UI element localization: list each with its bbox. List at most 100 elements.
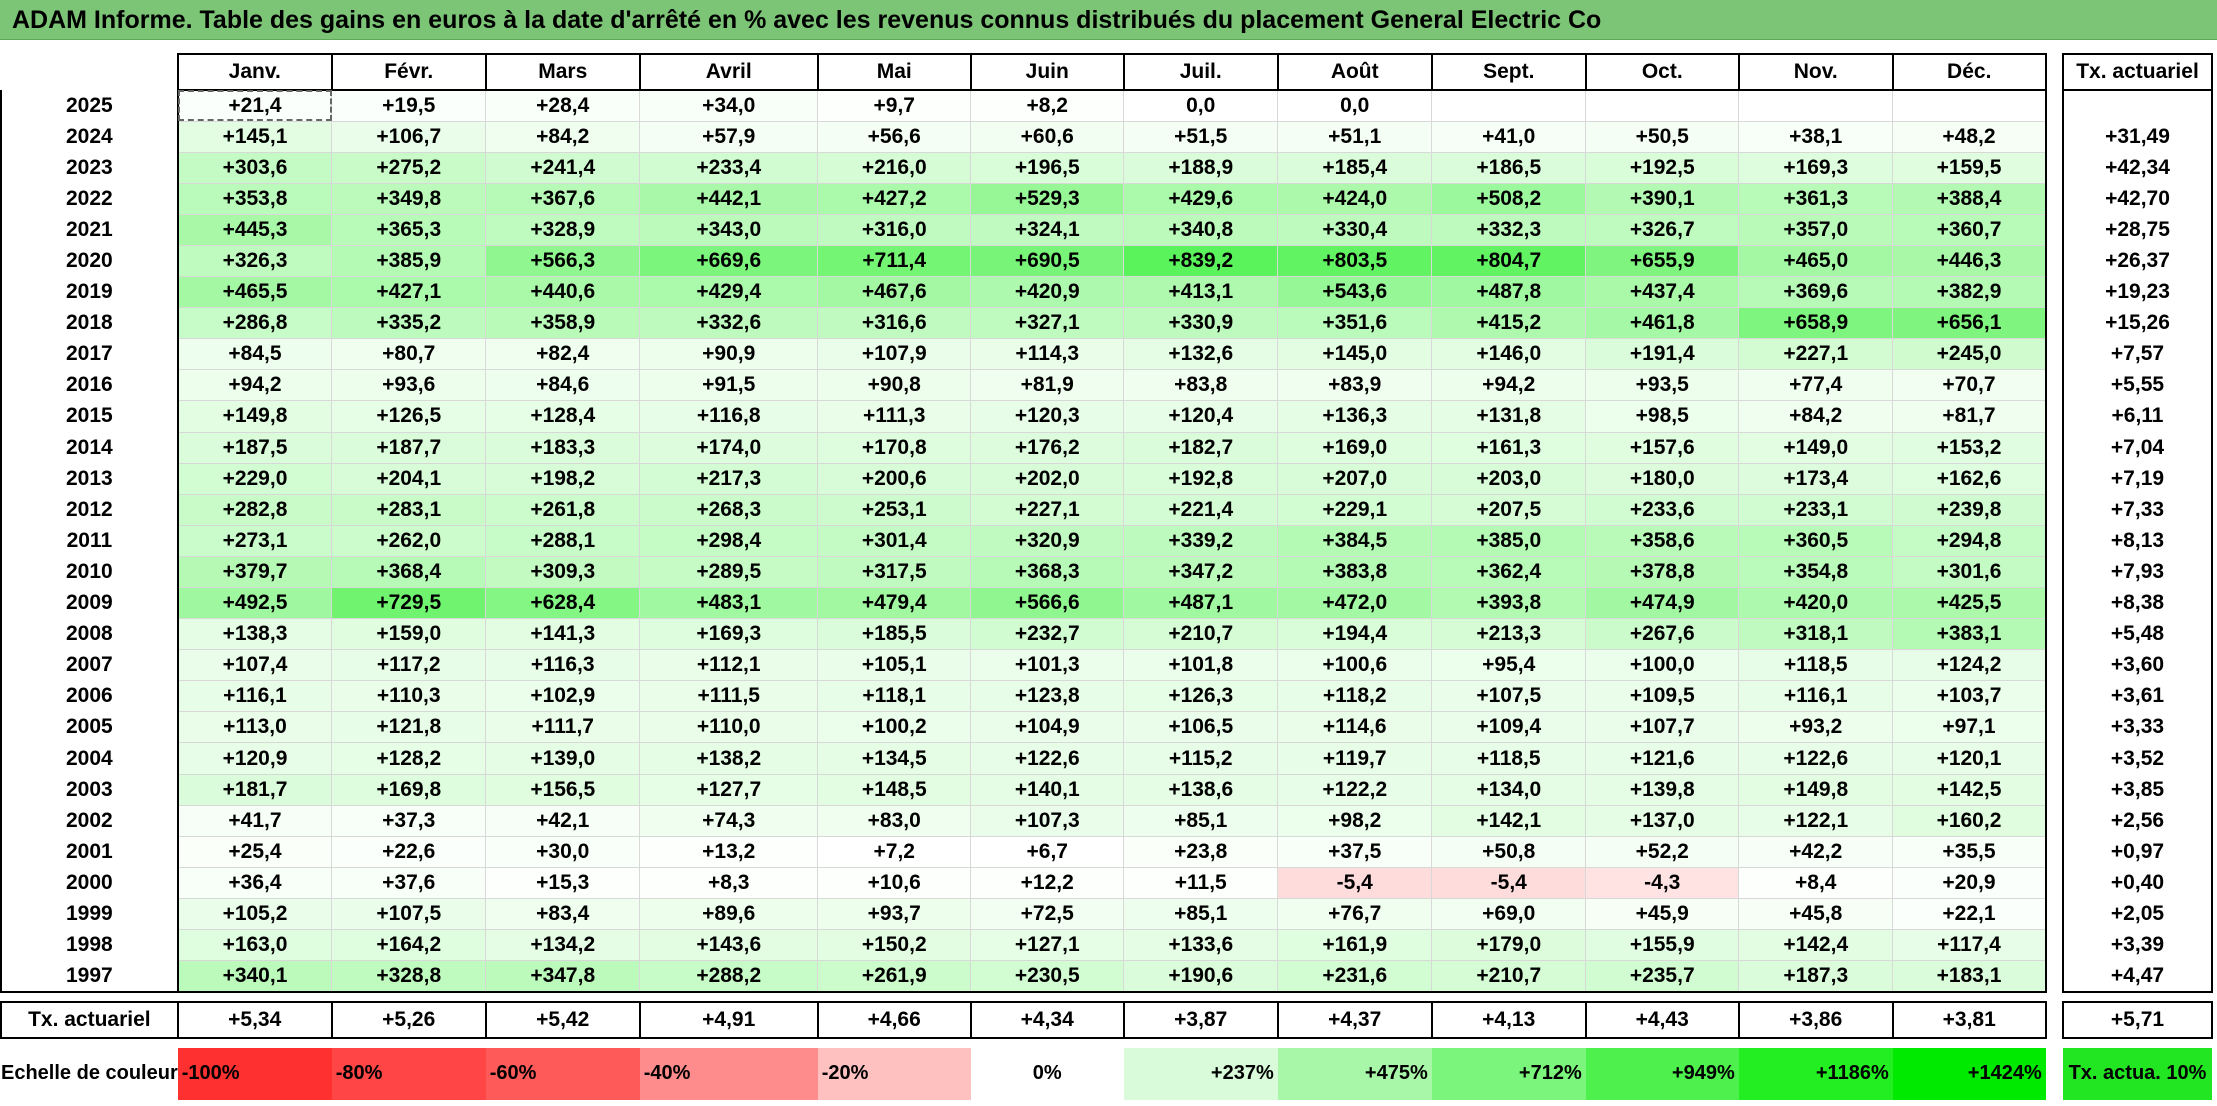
gain-cell: +84,6 — [485, 369, 641, 402]
gain-cell: +367,6 — [485, 182, 641, 215]
gain-cell: +357,0 — [1738, 213, 1894, 246]
gain-cell: +655,9 — [1585, 244, 1740, 278]
gain-cell: +169,3 — [1738, 151, 1894, 184]
table-row: 1998 +163,0 +164,2 +134,2 +143,6 +150,2 +127,1… — [0, 929, 2047, 962]
summary-cell: +3,81 — [1891, 1000, 2047, 1039]
gain-cell: +77,4 — [1738, 369, 1894, 402]
gain-cell: +89,6 — [639, 897, 819, 931]
gain-cell: +187,7 — [331, 431, 487, 464]
table-row: 2016 +94,2 +93,6 +84,6 +91,5 +90,8 +81,9 +83,8 +… — [0, 369, 2047, 402]
legend-swatch: +237% — [1123, 1047, 1278, 1100]
gain-cell: +121,6 — [1585, 742, 1740, 775]
gain-cell: +94,2 — [1431, 369, 1587, 402]
gain-cell: +245,0 — [1892, 338, 2047, 371]
gain-cell: +384,5 — [1277, 524, 1433, 557]
gain-cell: +74,3 — [639, 804, 819, 837]
gain-cell: +474,9 — [1585, 586, 1740, 620]
gain-cell: +529,3 — [970, 182, 1125, 215]
gain-cell: +91,5 — [639, 369, 819, 402]
gain-cell: +132,6 — [1123, 338, 1279, 371]
gain-cell: +420,0 — [1738, 586, 1894, 620]
gain-cell: +382,9 — [1892, 276, 2047, 309]
gain-cell: +320,9 — [970, 524, 1125, 557]
gain-cell: +72,5 — [970, 897, 1125, 931]
gain-cell — [1738, 89, 1894, 122]
gain-cell: +332,6 — [639, 307, 819, 340]
year-label: 2003 — [0, 774, 179, 806]
summary-cell: +4,37 — [1276, 1000, 1433, 1039]
gain-cell: +143,6 — [639, 929, 819, 962]
gains-grid: Janv. Févr. Mars Avril Mai Juin Juil. Août Sept.… — [0, 53, 2047, 1100]
rate-grid: Tx. actuariel +31,49 +42,34 +42,70 +28,75 +2… — [2062, 53, 2213, 1100]
gain-cell: +360,7 — [1892, 213, 2047, 246]
gain-cell: +93,5 — [1585, 369, 1740, 402]
legend-swatch: +475% — [1277, 1047, 1432, 1100]
gain-cell: +138,2 — [639, 742, 819, 775]
legend-side-swatch: Tx. actua. 10% — [2063, 1047, 2212, 1100]
year-label: 2001 — [0, 836, 179, 868]
gain-cell: +156,5 — [485, 773, 641, 806]
gain-cell: 0,0 — [1123, 89, 1279, 122]
gain-cell: +227,1 — [970, 493, 1125, 526]
rate-cell: +7,19 — [2062, 463, 2213, 495]
gain-cell: +176,2 — [970, 431, 1125, 464]
gain-cell: +10,6 — [817, 866, 972, 899]
gain-cell: +120,3 — [970, 400, 1125, 433]
gain-cell: +288,1 — [485, 524, 641, 557]
gain-cell: +330,4 — [1277, 213, 1433, 246]
gain-cell: +127,7 — [639, 773, 819, 806]
gain-cell: +120,1 — [1892, 742, 2047, 775]
gain-cell: +711,4 — [817, 244, 972, 278]
gain-cell: +34,0 — [639, 89, 819, 122]
legend-swatch: +1424% — [1892, 1047, 2046, 1100]
month-header: Déc. — [1891, 53, 2047, 91]
year-label: 2013 — [0, 463, 179, 495]
table-row: 2008 +138,3 +159,0 +141,3 +169,3 +185,5 +232,7… — [0, 618, 2047, 651]
year-label: 2016 — [0, 369, 179, 401]
gain-cell: +207,0 — [1277, 462, 1433, 495]
gain-cell: +326,7 — [1585, 213, 1740, 246]
gain-cell: +37,5 — [1277, 835, 1433, 868]
gain-cell: +340,1 — [177, 960, 333, 993]
summary-label: Tx. actuariel — [0, 1000, 179, 1039]
gain-cell — [1585, 89, 1740, 122]
month-header: Juil. — [1122, 53, 1279, 91]
gain-cell: +15,3 — [485, 866, 641, 899]
year-label: 2021 — [0, 214, 179, 246]
gain-cell: +23,8 — [1123, 835, 1279, 868]
gain-cell: +427,1 — [331, 276, 487, 309]
gain-cell: +50,8 — [1431, 835, 1587, 868]
gain-cell: +113,0 — [177, 711, 333, 744]
year-label: 2006 — [0, 680, 179, 712]
gain-cell: +192,5 — [1585, 151, 1740, 184]
gain-cell: +94,2 — [177, 369, 333, 402]
gain-cell: +117,4 — [1892, 929, 2047, 962]
gain-cell: +51,1 — [1277, 120, 1433, 153]
gain-cell: +69,0 — [1431, 897, 1587, 931]
rate-column: Tx. actuariel +31,49 +42,34 +42,70 +28,75 +2… — [2062, 53, 2213, 1100]
gain-cell: +146,0 — [1431, 338, 1587, 371]
month-header: Mars — [484, 53, 641, 91]
month-header: Janv. — [176, 53, 333, 91]
gain-cell: +60,6 — [970, 120, 1125, 153]
gain-cell: +149,0 — [1738, 431, 1894, 464]
gain-cell: +118,5 — [1431, 742, 1587, 775]
gain-cell: +185,5 — [817, 618, 972, 651]
rate-cell: +3,85 — [2062, 774, 2213, 806]
gain-cell: +155,9 — [1585, 929, 1740, 962]
gain-cell: +102,9 — [485, 680, 641, 713]
gain-cell: +301,6 — [1892, 555, 2047, 589]
gain-cell: +229,1 — [1277, 493, 1433, 526]
table-row: 2014 +187,5 +187,7 +183,3 +174,0 +170,8 +176,2… — [0, 431, 2047, 464]
gain-cell: +140,1 — [970, 773, 1125, 806]
summary-cell: +3,87 — [1122, 1000, 1279, 1039]
gain-cell: +347,8 — [485, 960, 641, 993]
gain-cell: +30,0 — [485, 835, 641, 868]
gain-cell: +107,3 — [970, 804, 1125, 837]
gain-cell: +100,0 — [1585, 649, 1740, 682]
gain-cell: +354,8 — [1738, 555, 1894, 589]
gain-cell: +8,2 — [970, 89, 1125, 122]
gain-cell: +25,4 — [177, 835, 333, 868]
gain-cell: +93,7 — [817, 897, 972, 931]
gain-cell: +267,6 — [1585, 618, 1740, 651]
